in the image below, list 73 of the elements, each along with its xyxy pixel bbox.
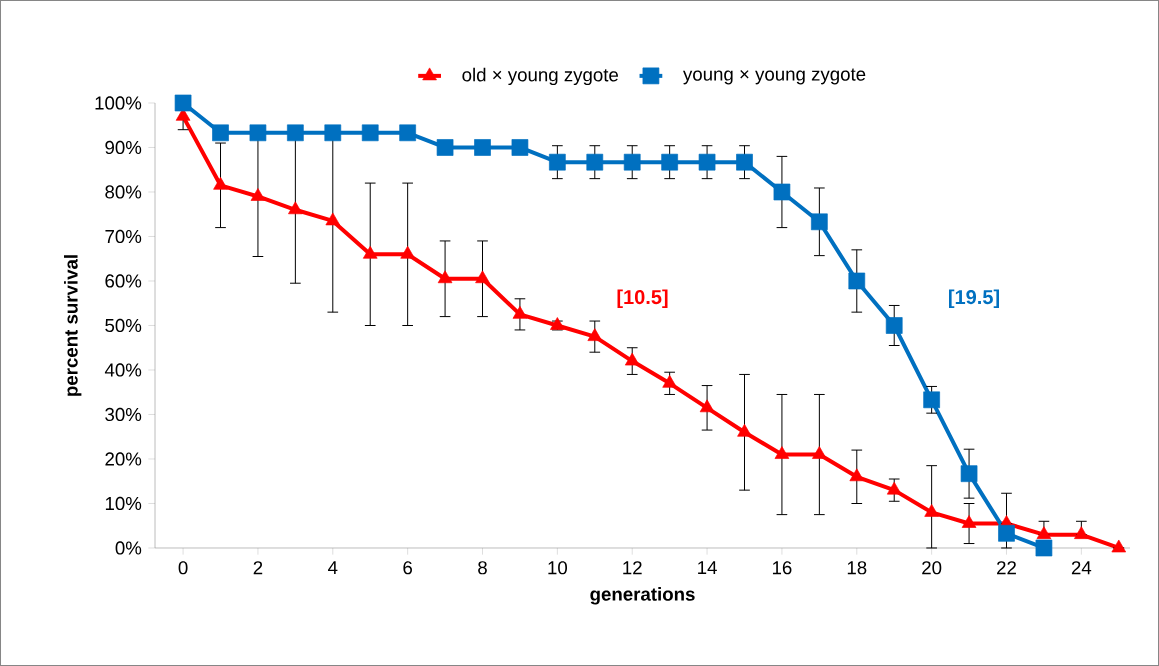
legend-label: young × young zygote [683,68,866,85]
y-tick-label: 60% [105,274,142,288]
point [361,124,379,142]
point [362,245,378,259]
y-tick-label: 90% [105,140,142,155]
point [325,212,341,226]
point [399,124,416,142]
point [623,153,641,171]
point [437,270,453,284]
point [1074,526,1089,539]
point [811,213,828,231]
y-tick-label: 80% [105,185,142,199]
x-tick-label: 2 [253,561,263,575]
point [737,423,752,437]
point [773,183,791,201]
point [736,153,753,171]
point [512,306,528,319]
point [400,245,415,259]
point [213,176,228,190]
y-tick-label: 10% [105,496,142,511]
x-tick-label: 4 [328,561,338,574]
point [774,446,790,459]
x-tick-label: 20 [922,561,942,575]
point [812,446,827,459]
point [287,124,304,142]
point [174,94,192,112]
point [586,153,604,171]
x-tick-label: 22 [997,561,1016,575]
point [587,328,603,341]
point [624,352,640,366]
y-axis-title: percent survival [64,255,82,396]
point [249,124,267,142]
y-tick-label: 0% [115,541,142,555]
y-tick-label: 30% [105,407,142,422]
x-tick-label: 12 [623,561,642,575]
point [549,153,566,171]
point [212,124,229,142]
point [699,399,715,413]
x-axis-title: generations [590,587,695,605]
point [998,524,1015,542]
point [849,468,865,482]
point [1111,539,1127,553]
y-tick-label: 70% [105,229,142,244]
x-tick-label: 0 [178,561,188,575]
point [885,317,903,334]
annotation: [10.5] [617,289,668,309]
x-tick-label: 16 [772,561,792,575]
point [961,515,977,528]
x-tick-label: 8 [478,561,487,575]
point [511,139,529,156]
x-tick-label: 10 [548,561,568,575]
x-tick-label: 14 [698,561,717,574]
point [474,139,491,156]
point [924,504,939,517]
point [848,272,866,290]
y-tick-label: 50% [105,318,142,333]
x-tick-label: 24 [1071,561,1092,575]
point [1036,526,1052,539]
x-tick-label: 6 [403,561,413,575]
point [661,153,678,171]
y-tick-label: 100% [95,96,142,110]
point [436,139,454,156]
point [698,153,716,171]
legend-label: old × young zygote [462,67,619,86]
point [923,391,940,409]
point [324,124,342,142]
annotation: [19.5] [949,289,999,309]
point [475,270,490,284]
point [288,201,303,215]
y-tick-label: 40% [104,363,142,377]
point [250,188,266,201]
y-tick-label: 20% [105,452,142,466]
x-tick-label: 18 [847,561,867,575]
